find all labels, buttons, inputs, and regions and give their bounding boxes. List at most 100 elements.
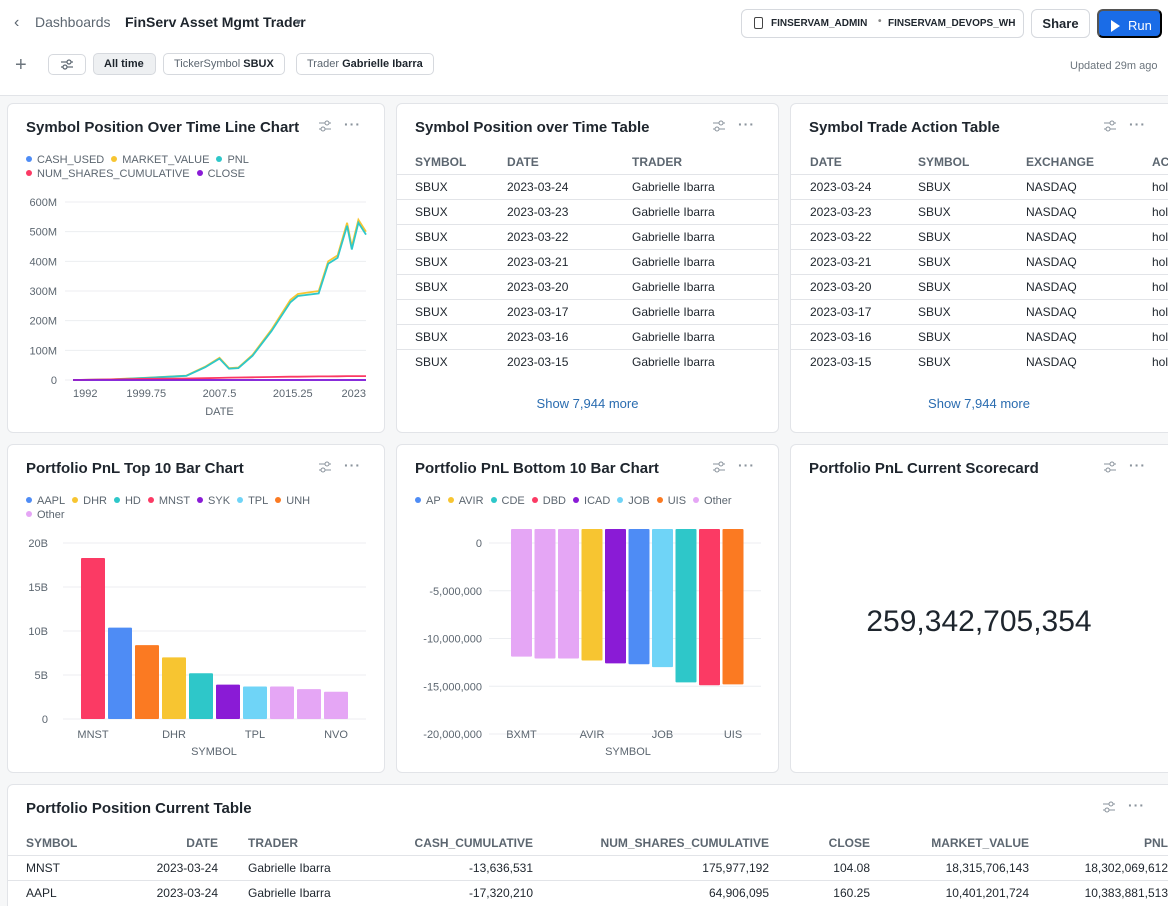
legend-item[interactable]: MNST <box>147 494 190 508</box>
legend-item[interactable]: AVIR <box>447 494 484 508</box>
sliders-icon[interactable] <box>1104 120 1116 132</box>
table-cell: SBUX <box>918 323 1026 349</box>
show-more-link[interactable]: Show 7,944 more <box>928 396 1030 411</box>
sliders-icon[interactable] <box>319 461 331 473</box>
table-row[interactable]: 2023-03-16 SBUX NASDAQ hol <box>791 323 1168 349</box>
table-row[interactable]: SBUX 2023-03-16 Gabrielle Ibarra <box>397 323 778 349</box>
table-row[interactable]: SBUX 2023-03-17 Gabrielle Ibarra <box>397 298 778 324</box>
share-button[interactable]: Share <box>1031 9 1090 38</box>
table-cell: SBUX <box>397 348 507 374</box>
filter-ticker-label: TickerSymbol <box>174 58 241 70</box>
column-header[interactable]: PNL <box>1144 835 1168 850</box>
column-header[interactable]: DATE <box>810 154 842 169</box>
more-options-icon[interactable]: ··· <box>1129 457 1146 473</box>
legend-item[interactable]: CLOSE <box>196 167 245 181</box>
trade-table-tile: Symbol Trade Action Table ··· DATE SYMBOL… <box>790 103 1168 433</box>
x-axis-label: SYMBOL <box>605 746 651 758</box>
chevron-down-icon[interactable]: ▼ <box>294 17 303 27</box>
plus-icon[interactable]: + <box>15 54 27 76</box>
table-row[interactable]: 2023-03-17 SBUX NASDAQ hol <box>791 298 1168 324</box>
sliders-icon[interactable] <box>319 120 331 132</box>
table-cell: Gabrielle Ibarra <box>632 273 778 299</box>
table-row[interactable]: 2023-03-21 SBUX NASDAQ hol <box>791 248 1168 274</box>
table-row[interactable]: SBUX 2023-03-15 Gabrielle Ibarra <box>397 348 778 374</box>
table-cell: NASDAQ <box>1026 323 1152 349</box>
bar <box>270 686 294 719</box>
run-button[interactable]: Run <box>1097 9 1162 38</box>
sliders-icon[interactable] <box>1103 801 1115 813</box>
legend-item[interactable]: AAPL <box>26 494 65 508</box>
table-row[interactable]: MNST 2023-03-24 Gabrielle Ibarra -13,636,53… <box>8 854 1168 880</box>
table-row[interactable]: SBUX 2023-03-23 Gabrielle Ibarra <box>397 198 778 224</box>
legend-label: DBD <box>542 495 567 507</box>
column-header[interactable]: SYMBOL <box>415 154 467 169</box>
scorecard-tile: Portfolio PnL Current Scorecard ··· 259,… <box>790 444 1168 773</box>
column-header[interactable]: SYMBOL <box>26 835 78 850</box>
legend-item[interactable]: JOB <box>617 494 650 508</box>
legend-item[interactable]: CASH_USED <box>26 153 104 167</box>
table-row[interactable]: 2023-03-20 SBUX NASDAQ hol <box>791 273 1168 299</box>
column-header[interactable]: DATE <box>507 154 539 169</box>
legend-item[interactable]: TPL <box>237 494 268 508</box>
column-header[interactable]: TRADER <box>248 835 298 850</box>
chevron-left-icon[interactable]: ‹ <box>14 14 20 31</box>
more-options-icon[interactable]: ··· <box>344 457 361 473</box>
table-cell: hol <box>1152 198 1168 224</box>
legend-item[interactable]: ICAD <box>573 494 610 508</box>
filter-ticker-symbol[interactable]: TickerSymbol SBUX <box>163 53 285 75</box>
legend-item[interactable]: NUM_SHARES_CUMULATIVE <box>26 167 190 181</box>
sliders-icon[interactable] <box>713 120 725 132</box>
column-header[interactable]: DATE <box>186 835 218 850</box>
sliders-icon[interactable] <box>713 461 725 473</box>
more-options-icon[interactable]: ··· <box>1128 797 1145 813</box>
legend-item[interactable]: DBD <box>531 494 567 508</box>
filter-trader[interactable]: Trader Gabrielle Ibarra <box>296 53 434 75</box>
column-header[interactable]: CLOSE <box>828 835 870 850</box>
column-header[interactable]: AC <box>1152 154 1168 169</box>
legend-item[interactable]: CDE <box>490 494 525 508</box>
table-row[interactable]: SBUX 2023-03-21 Gabrielle Ibarra <box>397 248 778 274</box>
table-row[interactable]: SBUX 2023-03-24 Gabrielle Ibarra <box>397 173 778 199</box>
legend-item[interactable]: PNL <box>216 153 249 167</box>
table-row[interactable]: 2023-03-15 SBUX NASDAQ hol <box>791 348 1168 374</box>
bar <box>297 689 321 719</box>
column-header[interactable]: TRADER <box>632 154 682 169</box>
legend-item[interactable]: DHR <box>72 494 107 508</box>
more-options-icon[interactable]: ··· <box>344 116 361 132</box>
table-row[interactable]: SBUX 2023-03-22 Gabrielle Ibarra <box>397 223 778 249</box>
x-tick-label: MNST <box>77 729 108 741</box>
column-header[interactable]: CASH_CUMULATIVE <box>414 835 533 850</box>
table-cell: SBUX <box>397 323 507 349</box>
legend-item[interactable]: MARKET_VALUE <box>111 153 209 167</box>
filter-settings-button[interactable] <box>48 54 86 75</box>
table-cell: 2023-03-24 <box>791 173 918 199</box>
sliders-icon[interactable] <box>1104 461 1116 473</box>
breadcrumb-dashboards[interactable]: Dashboards <box>35 14 111 30</box>
dashboard-title[interactable]: FinServ Asset Mgmt Trader <box>125 14 306 30</box>
column-header[interactable]: SYMBOL <box>918 154 970 169</box>
more-options-icon[interactable]: ··· <box>738 116 755 132</box>
more-options-icon[interactable]: ··· <box>738 457 755 473</box>
y-tick-label: -20,000,000 <box>423 729 482 741</box>
filter-all-time[interactable]: All time <box>93 53 156 75</box>
legend-item[interactable]: UIS <box>656 494 686 508</box>
legend-item[interactable]: HD <box>113 494 141 508</box>
context-selector[interactable]: FINSERVAM_ADMIN • FINSERVAM_DEVOPS_WH <box>741 9 1024 38</box>
more-options-icon[interactable]: ··· <box>1129 116 1146 132</box>
table-row[interactable]: 2023-03-24 SBUX NASDAQ hol <box>791 173 1168 199</box>
table-row[interactable]: SBUX 2023-03-20 Gabrielle Ibarra <box>397 273 778 299</box>
column-header[interactable]: EXCHANGE <box>1026 154 1095 169</box>
legend-item[interactable]: UNH <box>275 494 310 508</box>
table-row[interactable]: 2023-03-22 SBUX NASDAQ hol <box>791 223 1168 249</box>
column-header[interactable]: NUM_SHARES_CUMULATIVE <box>600 835 769 850</box>
table-row[interactable]: AAPL 2023-03-24 Gabrielle Ibarra -17,320,21… <box>8 879 1168 905</box>
legend-item[interactable]: Other <box>26 508 65 522</box>
legend-item[interactable]: Other <box>693 494 732 508</box>
table-row[interactable]: 2023-03-23 SBUX NASDAQ hol <box>791 198 1168 224</box>
legend-item[interactable]: AP <box>415 494 441 508</box>
column-header[interactable]: MARKET_VALUE <box>931 835 1029 850</box>
legend-item[interactable]: SYK <box>197 494 230 508</box>
legend-label: CLOSE <box>207 168 245 180</box>
show-more-link[interactable]: Show 7,944 more <box>536 396 639 411</box>
x-tick-label: 1999.75 <box>126 388 166 400</box>
